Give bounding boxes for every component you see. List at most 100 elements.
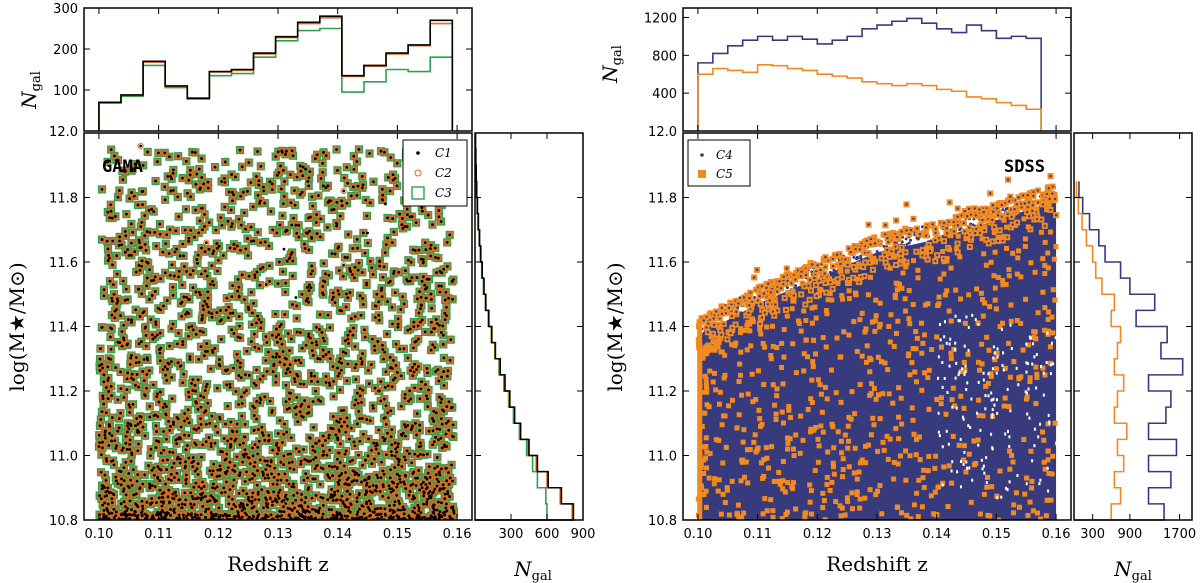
gama-c2-circle — [169, 395, 176, 402]
gama-c2-circle — [417, 385, 424, 392]
gama-c2-circle — [198, 270, 205, 278]
gama-c2-circle — [336, 267, 343, 274]
gama-c2-circle — [251, 330, 258, 338]
gama-c2-circle — [351, 364, 359, 371]
gama-c2-circle — [111, 307, 119, 315]
gama-c2-circle — [139, 309, 147, 316]
gama-c2-circle — [249, 403, 256, 410]
gama-c2-circle — [394, 369, 401, 376]
gama-c2-circle — [442, 289, 449, 296]
gama-c2-circle — [125, 470, 132, 477]
gama-top-hist-marks — [98, 15, 454, 131]
gama-c2-circle — [204, 288, 211, 295]
gama-c2-circle — [305, 403, 312, 410]
gama-c2-circle — [212, 423, 219, 430]
gama-c2-circle — [272, 153, 279, 160]
gama-c2-circle — [175, 213, 182, 220]
gama-c2-circle — [387, 407, 394, 415]
gama-c2-circle — [299, 345, 306, 352]
gama-c2-circle — [135, 440, 142, 447]
gama-c2-circle — [435, 377, 442, 385]
gama-c2-circle — [346, 328, 354, 335]
gama-c2-circle — [211, 163, 219, 171]
gama-c2-circle — [120, 277, 127, 285]
gama-c2-circle — [264, 368, 271, 375]
gama-top-ylabel-sub: gal — [29, 71, 44, 91]
gama-c2-circle — [344, 496, 351, 503]
gama-c2-circle — [319, 169, 326, 176]
gama-c2-circle — [305, 299, 312, 306]
gama-c2-circle — [293, 403, 300, 411]
gama-c2-circle — [383, 241, 390, 248]
gama-c2-circle — [369, 336, 376, 343]
gama-c2-circle — [185, 406, 192, 413]
gama-c2-circle — [348, 192, 355, 200]
gama-c2-circle — [141, 432, 149, 439]
gama-c2-circle — [428, 305, 435, 312]
gama-c2-circle — [122, 232, 129, 239]
gama-c2-circle — [287, 171, 294, 178]
gama-c2-circle — [308, 193, 316, 200]
gama-c2-circle — [379, 274, 387, 281]
gama-c2-circle — [344, 180, 351, 187]
gama-c2-circle — [132, 160, 139, 168]
gama-c2-circle — [440, 354, 447, 361]
gama-c2-circle — [389, 383, 396, 390]
gama-c2-circle — [251, 463, 258, 470]
gama-c2-circle — [166, 342, 173, 350]
gama-c2-circle — [226, 486, 234, 493]
gama-c2-circle — [181, 263, 188, 270]
gama-c2-circle — [281, 193, 288, 200]
gama-c2-circle — [98, 408, 106, 415]
gama-c2-circle — [107, 201, 114, 208]
gama-c2-circle — [308, 495, 316, 502]
gama-c2-circle — [377, 148, 385, 155]
gama-c2-circle — [371, 455, 378, 463]
gama-top-series-C2 — [98, 17, 454, 131]
gama-c2-circle — [179, 281, 186, 289]
gama-c2-circle — [134, 471, 141, 478]
gama-c2-circle — [319, 160, 326, 167]
gama-c2-circle — [157, 357, 164, 364]
gama-c2-circle — [444, 373, 451, 380]
gama-c2-circle — [422, 239, 429, 246]
gama-c2-circle — [416, 395, 423, 402]
gama-c2-circle — [335, 449, 342, 456]
gama-c2-circle — [146, 266, 153, 273]
gama-c2-circle — [388, 441, 395, 448]
gama-c2-circle — [381, 395, 388, 403]
gama-c2-circle — [410, 318, 417, 326]
gama-c2-circle — [120, 322, 127, 329]
gama-c2-circle — [110, 291, 118, 298]
gama-c2-circle — [199, 441, 206, 448]
gama-c2-circle — [322, 270, 329, 277]
gama-c2-circle — [153, 242, 160, 250]
gama-c2-circle — [253, 366, 260, 374]
gama-c2-circle — [320, 260, 327, 267]
gama-c2-circle — [267, 208, 274, 215]
gama-c2-circle — [370, 178, 377, 185]
gama-c2-circle — [242, 245, 249, 252]
gama-top-hist-frame — [83, 7, 473, 132]
gama-c2-circle — [330, 393, 337, 400]
gama-c2-circle — [222, 158, 229, 166]
gama-c2-circle — [387, 187, 394, 195]
gama-c2-circle — [316, 311, 324, 318]
gama-c2-circle — [135, 286, 142, 293]
gama-c2-circle — [426, 480, 433, 487]
gama-c2-circle — [96, 422, 104, 429]
gama-c2-circle — [379, 493, 386, 500]
gama-c2-circle — [269, 447, 276, 454]
gama-c2-circle — [265, 348, 272, 356]
gama-c2-circle — [449, 432, 456, 440]
gama-c2-circle — [449, 296, 456, 303]
gama-c2-circle — [196, 217, 203, 224]
gama-c2-circle — [177, 300, 184, 307]
gama-top-y-ticklabel: 100 — [53, 84, 78, 99]
gama-c2-circle — [433, 316, 440, 323]
gama-c2-circle — [378, 459, 385, 466]
gama-c2-circle — [173, 245, 180, 253]
gama-c2-circle — [371, 342, 378, 350]
